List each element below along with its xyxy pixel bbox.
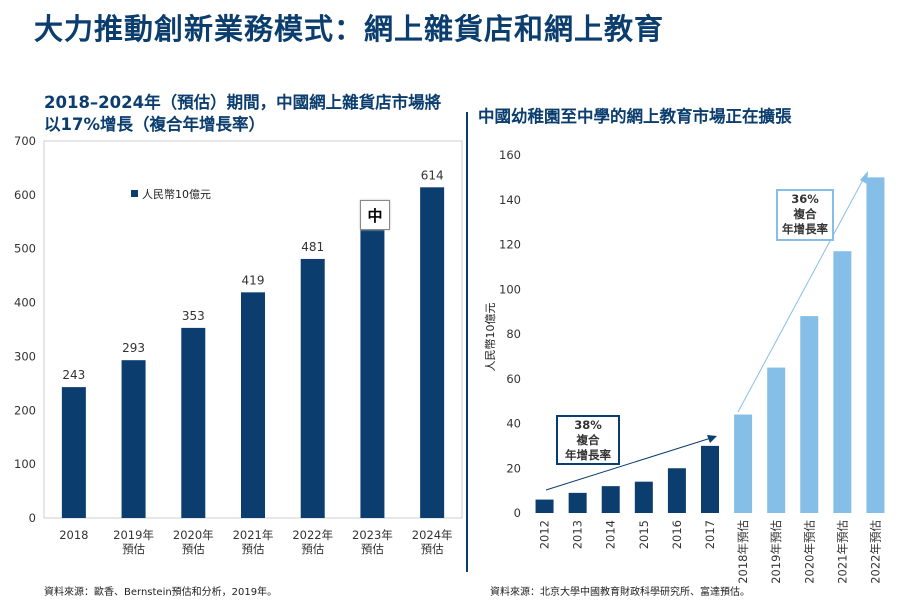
y-tick-label: 500	[14, 242, 36, 256]
bar	[833, 251, 852, 513]
x-tick-label: 2022年預估	[868, 520, 882, 584]
bar	[701, 445, 719, 513]
y-tick-label: 100	[14, 457, 36, 471]
x-tick-label: 2021年	[233, 528, 274, 542]
data-label: 293	[122, 341, 145, 355]
legend-label: 人民幣10億元	[142, 188, 211, 201]
bar	[634, 481, 653, 513]
source-note-right: 資料來源：北京大學中國教育財政科學研究所、富達預估。	[490, 587, 750, 598]
bar	[300, 258, 325, 518]
x-tick-label: 預估	[301, 542, 324, 556]
data-label: 353	[182, 309, 205, 323]
y-tick-label: 40	[506, 417, 521, 431]
data-label: 419	[242, 273, 265, 287]
cagr-value: 38%	[574, 418, 602, 432]
cagr-value: 36%	[791, 192, 819, 206]
x-tick-label: 2020年	[173, 528, 214, 542]
cagr-36-box: 36% 複合 年增長率	[776, 189, 834, 241]
x-tick-label: 預估	[242, 542, 265, 556]
cagr-line2: 複合	[576, 433, 600, 447]
source-note-left: 資料來源：歐香、Bernstein預估和分析，2019年。	[44, 587, 278, 598]
cagr-line3: 年增長率	[782, 222, 828, 236]
x-tick-label: 2016	[670, 520, 684, 549]
bar	[767, 367, 786, 513]
bar	[181, 327, 206, 518]
left-chart-subtitle: 2018–2024年（預估）期間，中國網上雜貨店市場將以17%增長（複合年增長率…	[44, 93, 442, 134]
bar	[61, 387, 86, 518]
bar	[601, 486, 620, 513]
bar	[568, 492, 587, 513]
cagr-38-box: 38% 複合 年增長率	[556, 415, 620, 465]
bar	[866, 177, 885, 513]
x-tick-label: 2024年	[412, 528, 453, 542]
y-tick-label: 600	[14, 188, 36, 202]
y-tick-label: 120	[499, 238, 521, 252]
x-tick-label: 2015	[637, 520, 651, 549]
legend-swatch	[131, 190, 138, 197]
x-tick-label: 2020年預估	[802, 520, 816, 584]
y-tick-label: 300	[14, 349, 36, 363]
data-label: 481	[301, 240, 324, 254]
y-tick-label: 20	[506, 461, 521, 475]
x-tick-label: 2018年預估	[736, 520, 750, 584]
data-label: 614	[421, 168, 444, 182]
bar	[360, 224, 385, 518]
x-tick-label: 2022年	[292, 528, 333, 542]
bar	[667, 468, 686, 513]
x-tick-label: 預估	[361, 542, 384, 556]
bar	[535, 499, 554, 513]
growth-arrow-2	[737, 171, 868, 413]
y-tick-label: 400	[14, 296, 36, 310]
growth-arrow-1	[545, 435, 717, 491]
y-tick-label: 700	[14, 134, 36, 148]
x-tick-label: 2017	[703, 520, 717, 549]
y-tick-label: 140	[499, 193, 521, 207]
y-tick-label: 0	[514, 506, 521, 520]
x-tick-label: 2021年預估	[835, 520, 849, 584]
cagr-line3: 年增長率	[565, 448, 611, 462]
right-chart-subtitle: 中國幼稚園至中學的網上教育市場正在擴張	[478, 107, 792, 126]
cagr-line2: 複合	[793, 207, 817, 221]
y-tick-label: 60	[506, 372, 521, 386]
ime-indicator[interactable]: 中	[360, 200, 390, 230]
x-tick-label: 預估	[122, 542, 145, 556]
x-tick-label: 2014	[604, 520, 618, 549]
x-tick-label: 2023年	[352, 528, 393, 542]
y-axis-label: 人民幣10億元	[484, 303, 497, 372]
x-tick-label: 2018	[59, 528, 88, 542]
x-tick-label: 預估	[421, 542, 444, 556]
bar	[734, 414, 753, 513]
x-tick-label: 2019年	[113, 528, 154, 542]
x-tick-label: 2019年預估	[769, 520, 783, 584]
bar	[800, 316, 819, 513]
bar	[241, 292, 265, 518]
x-tick-label: 預估	[182, 542, 205, 556]
data-label: 243	[62, 368, 85, 382]
bar	[121, 360, 146, 518]
page-title: 大力推動創新業務模式：網上雜貨店和網上教育	[34, 12, 665, 46]
y-tick-label: 80	[506, 327, 521, 341]
bar	[420, 187, 445, 518]
y-tick-label: 0	[29, 511, 36, 525]
y-tick-label: 160	[499, 148, 521, 162]
x-tick-label: 2013	[571, 520, 585, 549]
x-tick-label: 2012	[538, 520, 552, 549]
y-tick-label: 200	[14, 403, 36, 417]
y-tick-label: 100	[499, 282, 521, 296]
chart-divider	[466, 112, 468, 572]
